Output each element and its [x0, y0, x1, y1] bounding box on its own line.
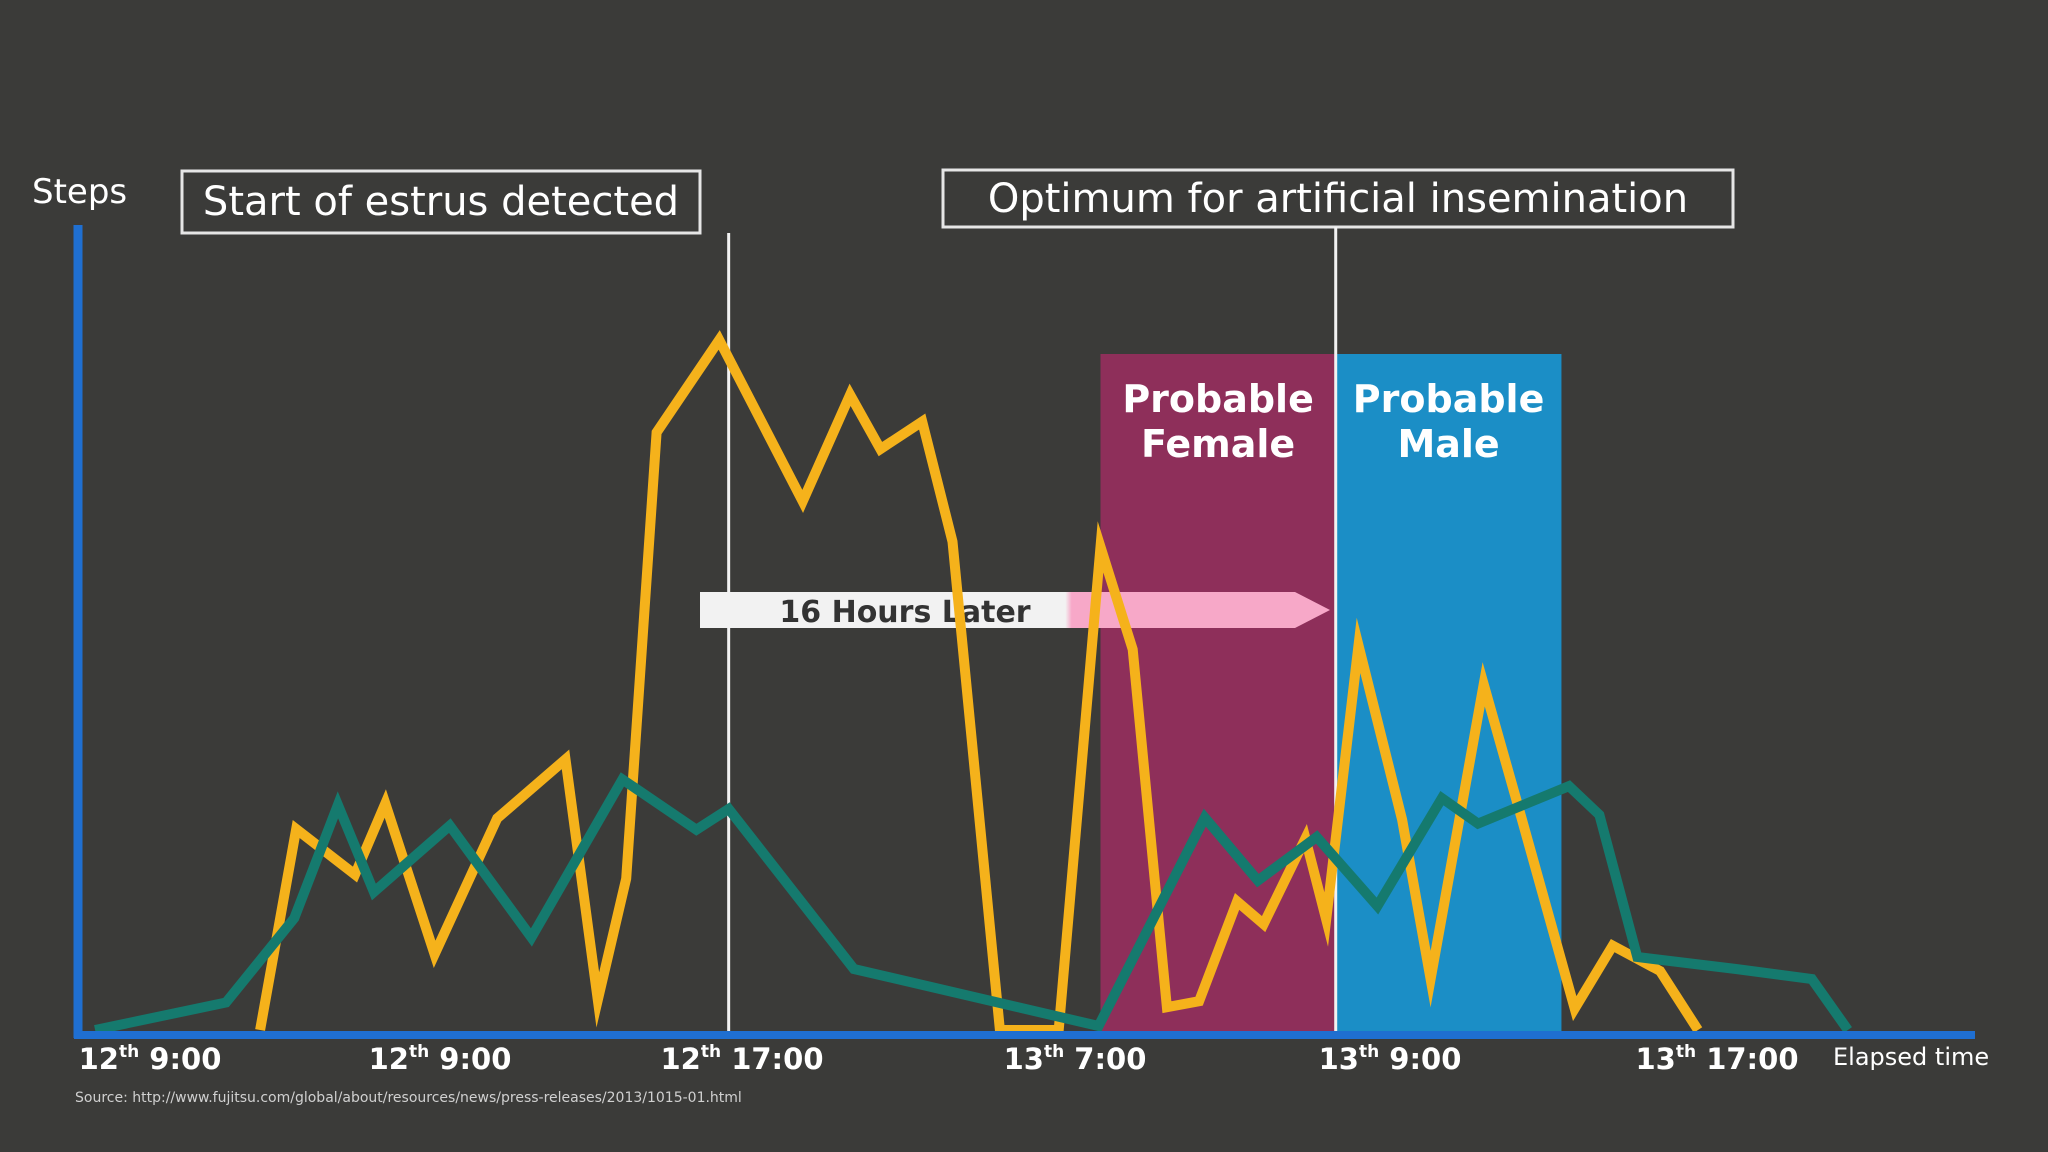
x-axis-label: Elapsed time: [1833, 1043, 1989, 1071]
x-tick-label: 13th 9:00: [1319, 1042, 1462, 1076]
x-tick-label: 13th 17:00: [1636, 1042, 1799, 1076]
x-tick-label: 12th 9:00: [79, 1042, 222, 1076]
region-label: Male: [1397, 422, 1499, 466]
region-label: Female: [1141, 422, 1295, 466]
source-text: Source: http://www.fujitsu.com/global/ab…: [75, 1090, 742, 1106]
optimum-label: Optimum for artificial insemination: [988, 176, 1688, 222]
region-label: Probable: [1353, 377, 1545, 421]
region-label: Probable: [1122, 377, 1314, 421]
series-line-teal: [94, 772, 1852, 1035]
x-tick-label: 13th 7:00: [1004, 1042, 1147, 1076]
sixteen-hours-label: 16 Hours Later: [779, 595, 1030, 630]
optimum-label-box: [941, 168, 1735, 229]
estrus-label-box: [180, 169, 702, 235]
sixteen-hours-arrow: [700, 592, 1330, 628]
x-tick-label: 12th 9:00: [369, 1042, 512, 1076]
x-tick-label: 12th 17:00: [661, 1042, 824, 1076]
y-axis-label: Steps: [32, 172, 127, 212]
series-line-yellow: [255, 330, 1703, 1035]
estrus-label: Start of estrus detected: [203, 179, 679, 225]
